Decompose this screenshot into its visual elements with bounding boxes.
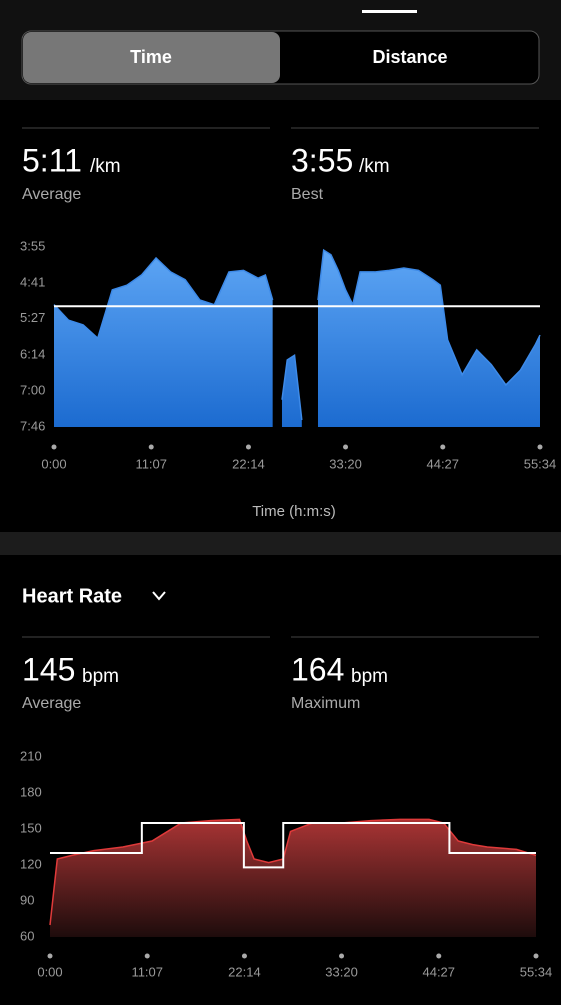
y-tick-label: 7:00: [20, 383, 45, 398]
area: [50, 819, 536, 937]
tab[interactable]: Time: [130, 47, 172, 67]
y-tick-label: 4:41: [20, 274, 45, 289]
area: [54, 250, 540, 427]
step-line: [50, 822, 536, 869]
x-tick-dot: [440, 444, 446, 450]
y-tick-label: 7:46: [20, 418, 45, 433]
y-tick-label: 120: [20, 856, 42, 871]
x-tick-dot: [436, 953, 442, 959]
y-tick-label: 210: [20, 748, 42, 763]
x-tick-label: 55:34: [520, 964, 553, 979]
y-tick-label: 180: [20, 784, 42, 799]
x-tick-label: 11:07: [131, 964, 163, 979]
x-tick-label: 22:14: [232, 456, 265, 471]
stat-value: 145: [22, 651, 75, 687]
stat-value: 164: [291, 651, 344, 687]
stat-label: Best: [291, 186, 324, 203]
x-tick-label: 22:14: [228, 964, 261, 979]
x-tick-label: 11:07: [135, 456, 167, 471]
x-tick-dot: [537, 444, 543, 450]
page-indicator: [362, 10, 417, 13]
stat-value: 5:11: [22, 142, 82, 178]
x-tick-label: 33:20: [329, 456, 362, 471]
x-tick-dot: [144, 953, 150, 959]
x-tick-dot: [339, 953, 345, 959]
x-tick-label: 44:27: [426, 456, 459, 471]
x-tick-label: 33:20: [325, 964, 358, 979]
y-tick-label: 150: [20, 820, 42, 835]
section-title[interactable]: Heart Rate: [22, 585, 122, 607]
x-tick-dot: [533, 953, 539, 959]
x-tick-label: 44:27: [422, 964, 455, 979]
x-axis-title: Time (h:m:s): [252, 503, 336, 520]
stat-unit: bpm: [82, 666, 119, 687]
y-tick-label: 5:27: [20, 310, 45, 325]
area-line: [53, 248, 541, 421]
y-tick-label: 3:55: [20, 238, 45, 253]
x-tick-label: 0:00: [41, 456, 66, 471]
stat-label: Average: [22, 186, 81, 203]
stat-value: 3:55: [291, 142, 353, 178]
stat-unit: bpm: [351, 666, 388, 687]
x-tick-dot: [51, 444, 57, 450]
stat-label: Average: [22, 695, 81, 712]
x-tick-dot: [241, 953, 247, 959]
x-tick-dot: [148, 444, 154, 450]
tab[interactable]: Distance: [372, 47, 447, 67]
x-tick-dot: [245, 444, 251, 450]
stat-unit: /km: [90, 156, 121, 177]
y-tick-label: 90: [20, 892, 34, 907]
tab-selected[interactable]: [23, 32, 280, 83]
x-tick-label: 0:00: [37, 964, 62, 979]
stat-unit: /km: [359, 156, 390, 177]
stat-label: Maximum: [291, 695, 360, 712]
x-tick-dot: [47, 953, 53, 959]
y-tick-label: 6:14: [20, 347, 45, 362]
dropdown-chevron[interactable]: [152, 591, 166, 601]
section-separator: [0, 532, 561, 555]
x-tick-dot: [343, 444, 349, 450]
x-tick-label: 55:34: [524, 456, 557, 471]
y-tick-label: 60: [20, 928, 34, 943]
